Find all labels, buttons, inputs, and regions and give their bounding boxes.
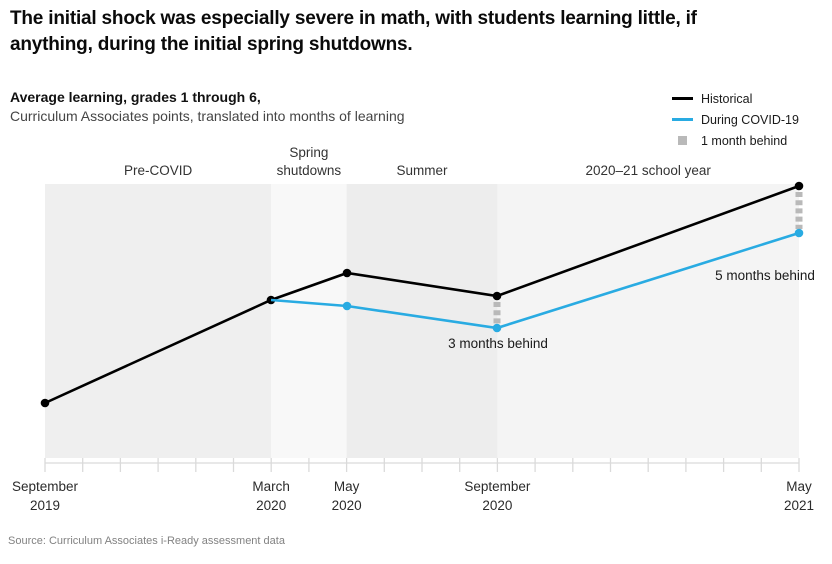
- historical-line-swatch: [672, 97, 693, 100]
- legend-label-historical: Historical: [701, 91, 753, 106]
- month-behind-square-swatch: [678, 136, 687, 145]
- covid-point: [342, 301, 352, 311]
- chart-subtitle: Average learning, grades 1 through 6, Cu…: [10, 88, 405, 126]
- section-label-2: Summer: [396, 163, 448, 178]
- covid-line-swatch: [672, 118, 693, 121]
- headline-line-1: The initial shock was especially severe …: [10, 8, 697, 29]
- x-axis-label-1: March 2020: [252, 479, 290, 513]
- headline-line-2: anything, during the initial spring shut…: [10, 34, 413, 55]
- period-band-0: [45, 184, 272, 458]
- x-axis-label-0: September 2019: [11, 479, 79, 513]
- historical-point: [492, 291, 502, 301]
- legend-label-covid: During COVID-19: [701, 112, 799, 127]
- period-band-1: [271, 184, 347, 458]
- annotation-0: 3 months behind: [448, 336, 548, 351]
- subtitle-bold: Average learning, grades 1 through 6,: [10, 89, 261, 105]
- x-axis-label-3: September 2020: [464, 479, 531, 513]
- covid-point: [492, 323, 502, 333]
- chart-headline: The initial shock was especially severe …: [10, 6, 822, 58]
- legend-item-month-behind: 1 month behind: [672, 130, 799, 151]
- period-band-2: [346, 184, 498, 458]
- annotation-1: 5 months behind: [715, 268, 815, 283]
- section-label-1: Spring shutdowns: [276, 145, 342, 178]
- historical-point: [794, 181, 804, 191]
- legend-item-historical: Historical: [672, 88, 799, 109]
- section-label-3: 2020–21 school year: [585, 163, 711, 178]
- x-axis-label-2: May 2020: [331, 479, 362, 513]
- section-label-0: Pre-COVID: [123, 163, 193, 178]
- legend: Historical During COVID-19 1 month behin…: [672, 88, 799, 151]
- x-axis-label-4: May 2021: [783, 479, 815, 513]
- period-band-3: [497, 184, 799, 458]
- source-note: Source: Curriculum Associates i-Ready as…: [8, 535, 285, 547]
- legend-item-covid: During COVID-19: [672, 109, 799, 130]
- historical-point: [40, 398, 50, 408]
- historical-point: [342, 268, 352, 278]
- subtitle-regular: Curriculum Associates points, translated…: [10, 108, 405, 124]
- covid-line: [270, 231, 800, 330]
- legend-label-month-behind: 1 month behind: [701, 133, 788, 148]
- covid-point: [794, 228, 804, 238]
